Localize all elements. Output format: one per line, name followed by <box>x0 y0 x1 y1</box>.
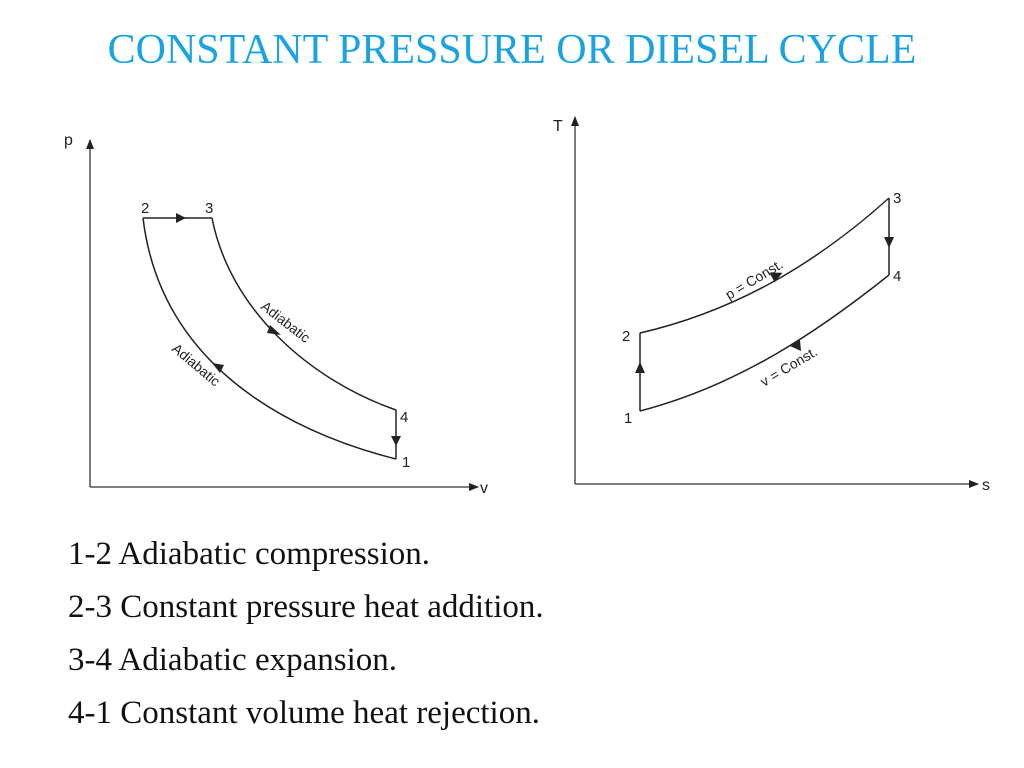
pv-point-label-1: 1 <box>402 454 410 471</box>
ts-point-label-3: 3 <box>893 190 901 207</box>
pv-curve-1-2 <box>142 217 397 460</box>
process-item: 4-1 Constant volume heat rejection. <box>68 695 540 731</box>
ts-arrow-4-1 <box>790 340 801 351</box>
pv-point-label-2: 2 <box>141 200 149 217</box>
ts-diagram: T s 1 2 3 4 p = Const. v = Const. <box>553 116 990 494</box>
pv-diagram: p v 2 3 4 1 Adiabatic Adiabatic <box>64 132 488 497</box>
pv-arrow-2-3 <box>176 213 186 223</box>
pv-arrow-3-4 <box>267 325 281 335</box>
pv-curve-3-4 <box>211 217 397 411</box>
pv-arrow-4-1 <box>391 436 401 446</box>
pv-y-axis-label: p <box>64 132 73 149</box>
ts-arrow-3-4 <box>884 237 894 248</box>
pv-point-label-4: 4 <box>400 409 408 426</box>
pv-curve-label-expansion: Adiabatic <box>258 298 313 346</box>
process-item: 2-3 Constant pressure heat addition. <box>68 589 544 625</box>
ts-curve-4-1 <box>639 274 890 412</box>
ts-point-label-1: 1 <box>624 410 632 427</box>
process-list: 1-2 Adiabatic compression. 2-3 Constant … <box>68 528 544 740</box>
ts-arrow-1-2 <box>635 362 645 373</box>
ts-curve-label-bottom: v = Const. <box>757 343 820 389</box>
pv-point-label-3: 3 <box>205 200 213 217</box>
process-item: 1-2 Adiabatic compression. <box>68 536 431 572</box>
ts-x-axis-label: s <box>982 477 990 494</box>
ts-point-label-2: 2 <box>622 328 630 345</box>
pv-arrow-1-2 <box>212 363 224 373</box>
ts-point-label-4: 4 <box>893 268 901 285</box>
ts-arrow-2-3 <box>769 272 783 283</box>
slide-title: CONSTANT PRESSURE OR DIESEL CYCLE <box>107 27 917 73</box>
ts-y-axis-label: T <box>553 118 563 135</box>
process-item: 3-4 Adiabatic expansion. <box>68 642 398 678</box>
pv-x-axis-label: v <box>480 480 488 497</box>
